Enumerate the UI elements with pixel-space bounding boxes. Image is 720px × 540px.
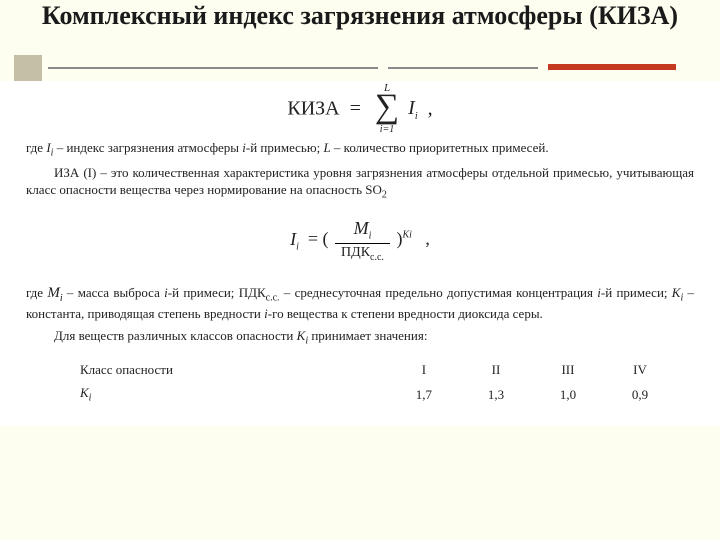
val-3: 1,0 <box>532 381 604 408</box>
para-3: где Mi – масса выброса i-й примеси; ПДКс… <box>26 283 694 323</box>
col-1: I <box>388 358 460 382</box>
row1-label: Класс опасности <box>44 358 388 382</box>
decor-line-2 <box>388 67 538 69</box>
fraction: Mi ПДКс.с. <box>335 216 390 264</box>
decor-row <box>0 49 720 81</box>
formula-lhs: КИЗА <box>287 97 339 119</box>
content: КИЗА = L ∑ i=1 Ii , где Ii – индекс загр… <box>0 81 720 427</box>
title-area: Комплексный индекс загрязнения атмосферы… <box>0 0 720 49</box>
val-1: 1,7 <box>388 381 460 408</box>
val-4: 0,9 <box>604 381 676 408</box>
formula-eq: = <box>350 97 361 119</box>
sum-lower: i=1 <box>380 123 395 137</box>
decor-line-1 <box>48 67 378 69</box>
table-row: Класс опасности I II III IV <box>44 358 676 382</box>
col-2: II <box>460 358 532 382</box>
row2-label: Ki <box>44 381 388 408</box>
sum-upper: L <box>384 81 390 96</box>
col-4: IV <box>604 358 676 382</box>
sum-term: Ii <box>408 97 422 119</box>
decor-bar-red <box>548 64 676 70</box>
table-row: Ki 1,7 1,3 1,0 0,9 <box>44 381 676 408</box>
para-1: где Ii – индекс загрязнения атмосферы i-… <box>26 139 694 160</box>
formula-ii: Ii = ( Mi ПДКс.с. )Ki , <box>26 216 694 264</box>
para-2: ИЗА (I) – это количественная характерист… <box>26 164 694 203</box>
page-title: Комплексный индекс загрязнения атмосферы… <box>40 0 680 33</box>
val-2: 1,3 <box>460 381 532 408</box>
para-4: Для веществ различных классов опасности … <box>26 327 694 348</box>
ki-table: Класс опасности I II III IV Ki 1,7 1,3 1… <box>26 358 694 417</box>
summation-icon: L ∑ i=1 <box>375 95 399 125</box>
formula-tail: , <box>428 97 433 119</box>
formula-kiza: КИЗА = L ∑ i=1 Ii , <box>26 95 694 125</box>
col-3: III <box>532 358 604 382</box>
